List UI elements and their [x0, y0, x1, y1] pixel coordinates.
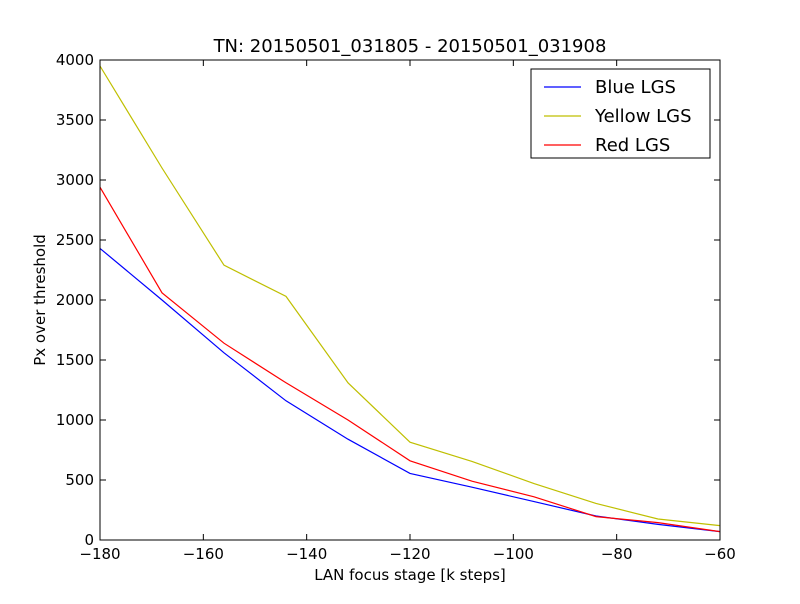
x-tick-label: −160 [183, 545, 224, 563]
y-tick-label: 1500 [56, 351, 94, 369]
legend: Blue LGS Yellow LGS Red LGS [530, 68, 711, 159]
x-tick-label: −60 [704, 545, 736, 563]
x-tick-label: −180 [79, 545, 120, 563]
y-tick-label: 0 [84, 531, 94, 549]
legend-label: Red LGS [595, 135, 670, 156]
y-tick-label: 3500 [56, 111, 94, 129]
plot-area: −180 −160 −140 −120 −100 −80 −60 0 500 1000 1500 20… [56, 51, 736, 563]
y-axis-label: Px over threshold [31, 234, 49, 366]
y-tick-label: 2500 [56, 231, 94, 249]
y-tick-label: 3000 [56, 171, 94, 189]
y-tick-label: 2000 [56, 291, 94, 309]
x-tick-label: −120 [389, 545, 430, 563]
x-tick-label: −80 [601, 545, 633, 563]
series-line-red-lgs [99, 186, 721, 533]
legend-label: Yellow LGS [594, 106, 692, 127]
x-tick-label: −140 [286, 545, 327, 563]
y-tick-label: 1000 [56, 411, 94, 429]
legend-label: Blue LGS [595, 77, 676, 98]
y-tick-label: 4000 [56, 51, 94, 69]
series-line-yellow-lgs [99, 65, 721, 527]
y-tick-label: 500 [65, 471, 94, 489]
x-tick-label: −100 [493, 545, 534, 563]
x-axis-label: LAN focus stage [k steps] [314, 566, 506, 584]
chart-title: TN: 20150501_031805 - 20150501_031908 [213, 36, 607, 57]
legend-box [530, 68, 711, 159]
